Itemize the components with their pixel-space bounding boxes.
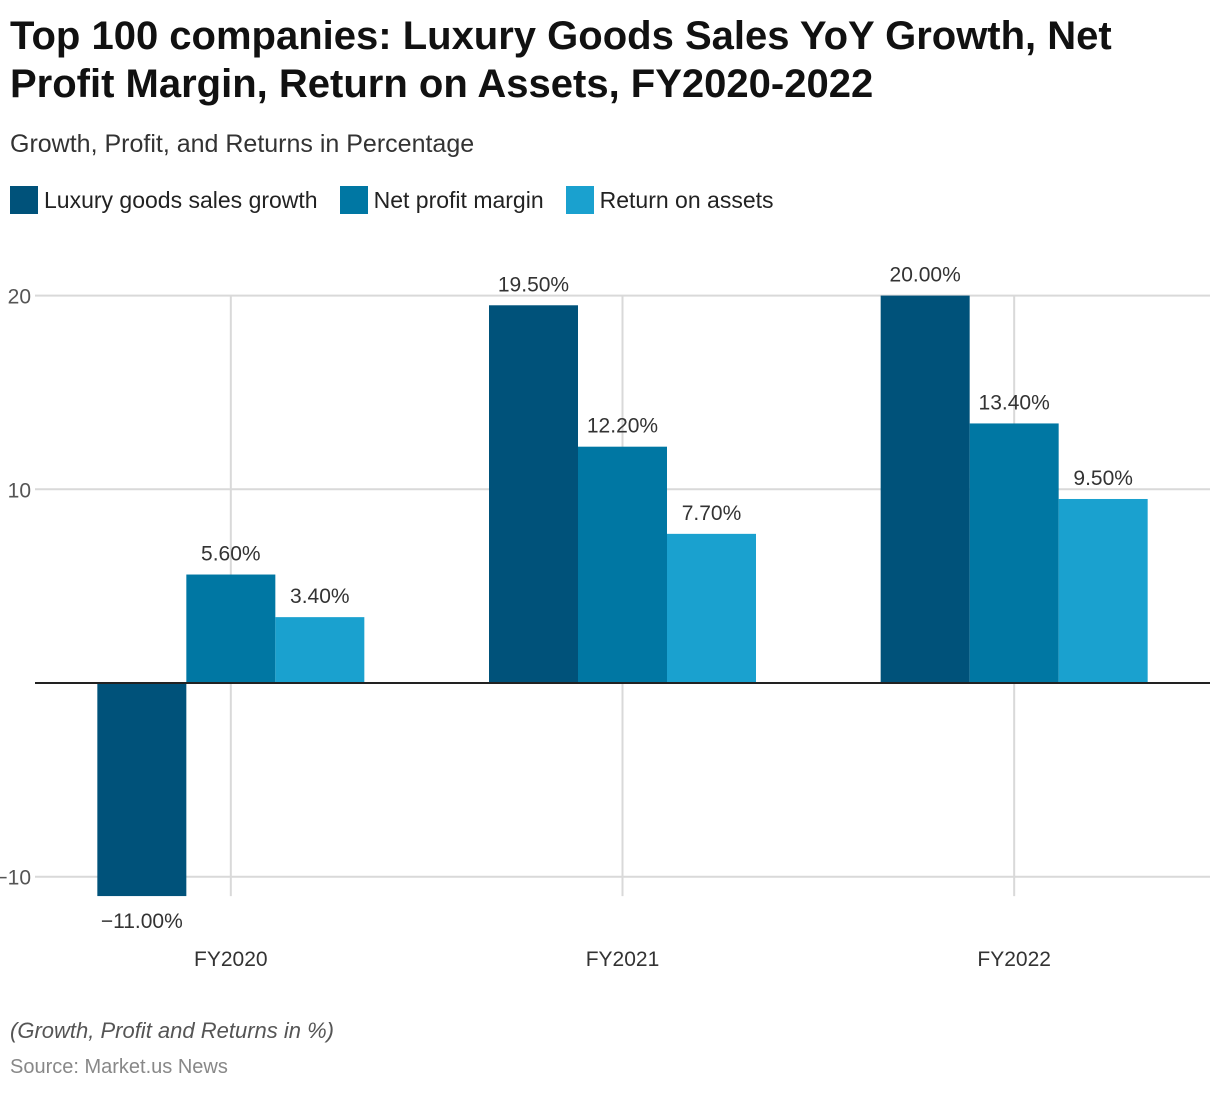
legend-item-return-on-assets: Return on assets — [565, 186, 774, 214]
data-label: 13.40% — [979, 391, 1050, 414]
legend-swatch-return-on-assets — [565, 186, 594, 214]
data-label: 7.70% — [682, 502, 742, 525]
bar — [1058, 498, 1148, 683]
y-tick-label: 20 — [8, 286, 31, 309]
bar — [489, 305, 578, 683]
chart-title: Top 100 companies: Luxury Goods Sales Yo… — [10, 14, 1112, 106]
bar-chart: 20 10 −10 −11.00% 5.60% 3.40% FY2020 19.50% 12.2… — [0, 264, 1210, 971]
legend-label-return-on-assets: Return on assets — [599, 186, 774, 213]
bar — [578, 446, 667, 683]
legend-label-net-profit-margin: Net profit margin — [373, 186, 544, 213]
data-label: 3.40% — [290, 585, 350, 608]
legend-label-sales-growth: Luxury goods sales growth — [44, 186, 318, 213]
chart-source: Source: Market.us News — [10, 1056, 228, 1078]
x-tick-label: FY2020 — [194, 948, 268, 971]
y-tick-label: −10 — [0, 867, 31, 890]
data-label: −11.00% — [101, 910, 183, 933]
y-tick-label: 10 — [8, 479, 31, 502]
data-label: 19.50% — [498, 273, 569, 296]
x-tick-label: FY2022 — [977, 948, 1051, 971]
bar — [969, 423, 1059, 683]
bar — [880, 295, 970, 683]
data-label: 5.60% — [201, 543, 261, 566]
chart-note: (Growth, Profit and Returns in %) — [10, 1018, 335, 1043]
bar — [97, 683, 187, 897]
bar — [667, 533, 756, 683]
data-label: 20.00% — [890, 264, 961, 287]
legend-item-sales-growth: Luxury goods sales growth — [10, 186, 318, 214]
x-tick-label: FY2021 — [586, 948, 660, 971]
chart-subtitle: Growth, Profit, and Returns in Percentag… — [10, 130, 475, 158]
data-label: 9.50% — [1073, 467, 1133, 490]
legend-swatch-sales-growth — [10, 186, 38, 214]
legend: Luxury goods sales growth Net profit mar… — [10, 186, 796, 214]
data-label: 12.20% — [587, 415, 658, 438]
bar — [186, 574, 276, 683]
legend-item-net-profit-margin: Net profit margin — [339, 186, 544, 214]
bar — [275, 617, 365, 683]
legend-swatch-net-profit-margin — [339, 186, 368, 214]
